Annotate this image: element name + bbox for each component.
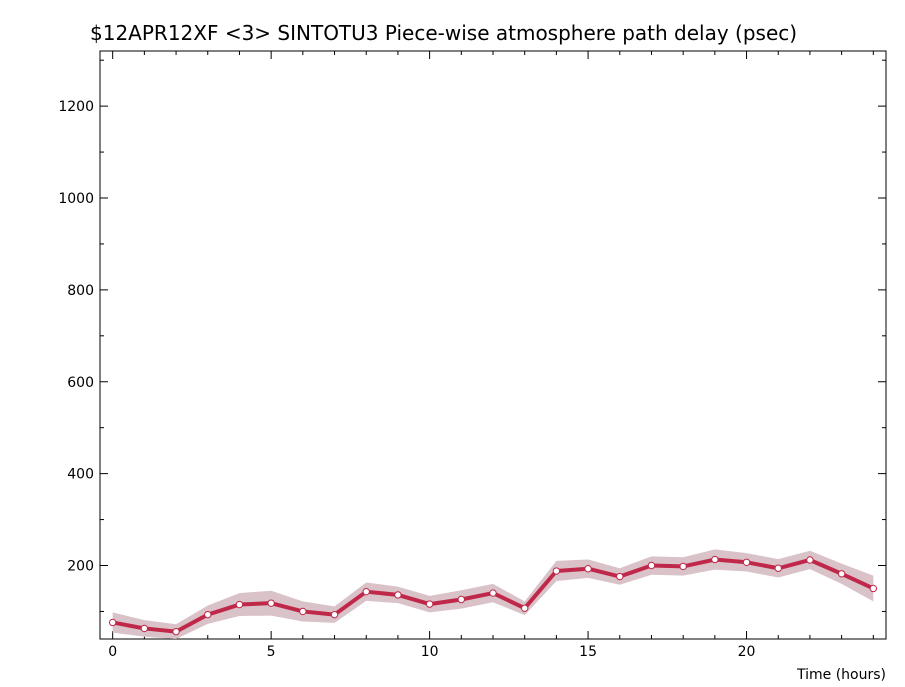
- y-tick-label: 800: [67, 283, 94, 299]
- x-axis-title: Time (hours): [796, 667, 886, 683]
- chart-title: $12APR12XF <3> SINTOTU3 Piece-wise atmos…: [90, 21, 797, 45]
- data-point: [140, 624, 149, 633]
- data-point: [108, 618, 117, 627]
- series-points-layer: [108, 555, 878, 636]
- y-tick-label: 200: [67, 559, 94, 575]
- y-tick-label: 400: [67, 467, 94, 483]
- data-point: [679, 562, 687, 571]
- data-point: [520, 604, 529, 612]
- x-tick-label: 5: [267, 644, 276, 660]
- y-tick-label: 1000: [58, 191, 94, 207]
- data-point: [235, 600, 244, 609]
- data-point: [774, 564, 782, 572]
- data-point: [552, 567, 561, 575]
- data-point: [172, 627, 180, 636]
- data-point: [425, 600, 434, 608]
- data-point: [330, 610, 339, 619]
- axes-layer: 0 5 10 15 20 200 400 600 800 1000 1200: [58, 51, 886, 660]
- x-tick-label: 0: [108, 644, 117, 660]
- x-tick-label: 10: [421, 644, 439, 660]
- data-point: [647, 561, 656, 570]
- y-tick-label: 1200: [58, 99, 94, 115]
- data-point: [362, 587, 370, 596]
- data-point: [457, 595, 466, 604]
- data-point: [584, 565, 592, 573]
- data-point: [711, 555, 719, 564]
- data-point: [489, 589, 497, 597]
- data-point: [299, 607, 307, 616]
- data-point: [869, 584, 878, 593]
- data-point: [616, 572, 624, 581]
- data-point: [394, 591, 402, 599]
- y-tick-label: 600: [67, 375, 94, 391]
- x-tick-label: 15: [579, 644, 597, 660]
- data-point: [267, 599, 275, 607]
- x-tick-label: 20: [738, 644, 756, 660]
- plot-frame: [99, 50, 887, 640]
- data-point: [742, 558, 751, 566]
- data-point: [806, 556, 814, 564]
- data-point: [204, 610, 212, 619]
- data-point: [837, 570, 846, 578]
